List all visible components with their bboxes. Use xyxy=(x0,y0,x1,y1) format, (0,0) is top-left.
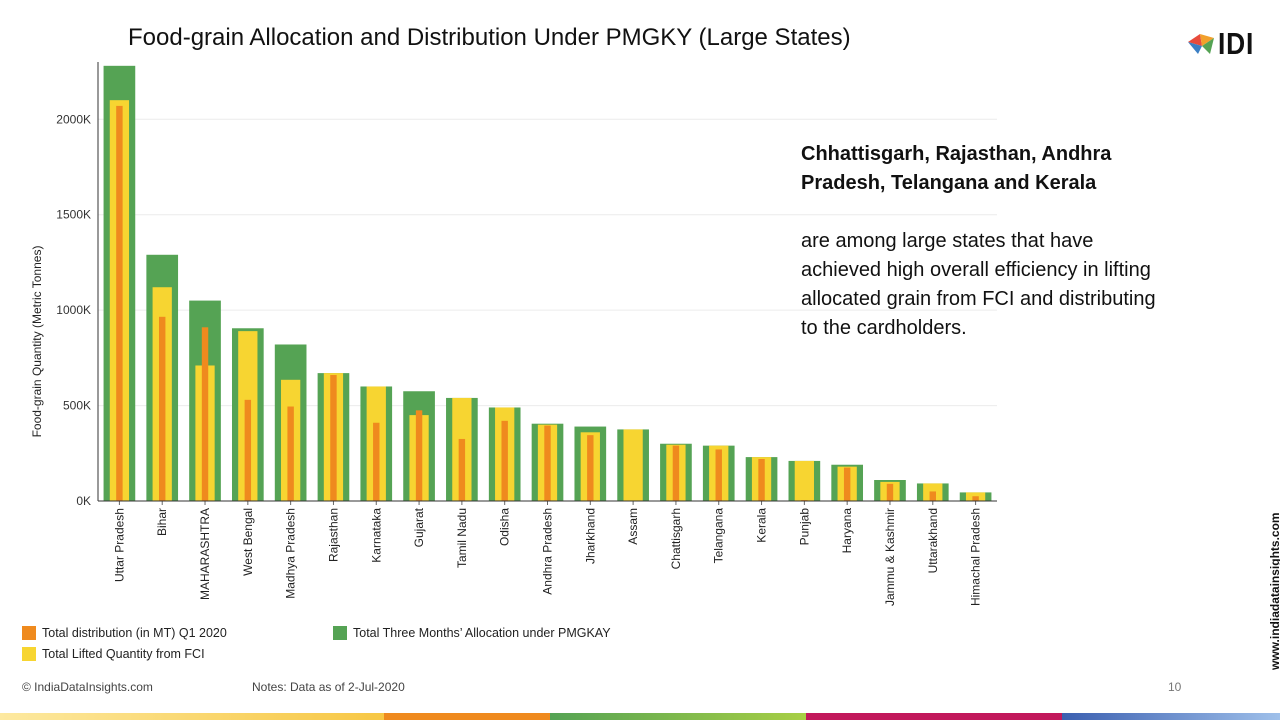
bar-distribution xyxy=(715,449,722,501)
x-tick-label: Jharkhand xyxy=(583,508,597,564)
x-tick-label: Telangana xyxy=(712,508,726,564)
annotation-text: Chhattisgarh, Rajasthan, Andhra Pradesh,… xyxy=(801,140,1161,343)
legend-item-allocation: Total Three Months’ Allocation under PMG… xyxy=(333,626,611,640)
x-tick-label: Gujarat xyxy=(412,507,426,547)
chart-title: Food-grain Allocation and Distribution U… xyxy=(128,24,851,51)
bar-distribution xyxy=(458,438,466,501)
x-tick-label: Chattisgarh xyxy=(669,508,683,569)
bar-distribution xyxy=(758,459,765,501)
bar-distribution xyxy=(544,425,551,501)
y-tick-label: 1500K xyxy=(56,208,91,222)
bar-distribution xyxy=(330,375,337,501)
legend-label-distribution: Total distribution (in MT) Q1 2020 xyxy=(42,626,227,640)
x-tick-label: West Bengal xyxy=(241,508,255,576)
y-axis-label: Food-grain Quantity (Metric Tonnes) xyxy=(30,246,44,438)
bar-distribution xyxy=(159,316,166,501)
decorative-color-strip xyxy=(0,713,1280,720)
bar-distribution xyxy=(972,496,979,501)
website-url: www.indiadatainsights.com xyxy=(1268,512,1280,670)
bar-distribution xyxy=(501,420,508,501)
notes-text: Notes: Data as of 2-Jul-2020 xyxy=(252,680,405,694)
y-tick-label: 1000K xyxy=(56,303,91,317)
x-tick-label: Bihar xyxy=(155,508,169,536)
bar-distribution xyxy=(287,406,294,501)
legend-item-lifted: Total Lifted Quantity from FCI xyxy=(22,647,205,661)
bar-distribution xyxy=(415,410,423,501)
x-tick-label: MAHARASHTRA xyxy=(198,508,212,600)
y-tick-label: 0K xyxy=(76,494,91,508)
bar-distribution xyxy=(886,483,894,501)
x-tick-label: Odisha xyxy=(498,508,512,546)
annotation-body: are among large states that have achieve… xyxy=(801,230,1156,339)
copyright-text: © IndiaDataInsights.com xyxy=(22,680,153,694)
y-tick-label: 500K xyxy=(63,399,91,413)
bar-distribution xyxy=(843,467,851,501)
legend-label-allocation: Total Three Months’ Allocation under PMG… xyxy=(353,626,611,640)
bar-lifted xyxy=(623,429,643,501)
x-tick-label: Punjab xyxy=(797,508,811,546)
bar-distribution xyxy=(672,445,680,501)
y-tick-label: 2000K xyxy=(56,112,91,126)
annotation-states: Chhattisgarh, Rajasthan, Andhra Pradesh,… xyxy=(801,143,1112,194)
x-tick-label: Kerala xyxy=(755,508,769,543)
bar-distribution xyxy=(587,435,594,501)
logo-text: IDI xyxy=(1218,26,1255,61)
x-tick-label: Uttarakhand xyxy=(926,508,940,573)
x-tick-label: Madhya Pradesh xyxy=(284,508,298,599)
bar-distribution xyxy=(244,399,252,501)
x-tick-label: Haryana xyxy=(840,508,854,554)
bar-distribution xyxy=(116,105,123,502)
page-number: 10 xyxy=(1168,680,1182,694)
bar-distribution xyxy=(373,422,380,501)
legend-label-lifted: Total Lifted Quantity from FCI xyxy=(42,647,205,661)
idi-logo-icon xyxy=(1188,34,1214,54)
legend-swatch-distribution xyxy=(22,626,36,640)
legend-swatch-lifted xyxy=(22,647,36,661)
legend-item-distribution: Total distribution (in MT) Q1 2020 xyxy=(22,626,227,640)
bar-distribution xyxy=(929,491,936,501)
bar-distribution xyxy=(201,327,209,501)
x-tick-label: Jammu & Kashmir xyxy=(883,508,897,606)
x-tick-label: Tamil Nadu xyxy=(455,508,469,568)
x-tick-label: Karnataka xyxy=(369,508,383,563)
bar-chart: 0K 500K 1000K 1500K 2000K Food-grain Quantity… xyxy=(30,62,997,606)
bar-lifted xyxy=(794,460,814,501)
legend-swatch-allocation xyxy=(333,626,347,640)
x-tick-label: Rajasthan xyxy=(326,508,340,562)
x-tick-label: Andhra Pradesh xyxy=(541,508,555,595)
x-tick-label: Himachal Pradesh xyxy=(969,508,983,606)
x-tick-label: Uttar Pradesh xyxy=(112,508,126,582)
x-tick-label: Assam xyxy=(626,508,640,545)
